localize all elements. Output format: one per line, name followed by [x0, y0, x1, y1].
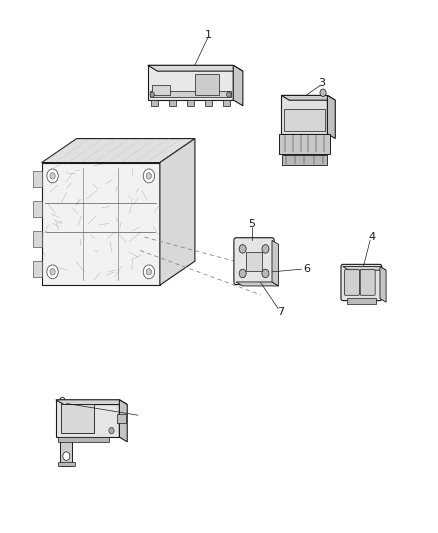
Circle shape: [50, 173, 55, 179]
Bar: [169, 100, 176, 107]
Polygon shape: [380, 266, 386, 302]
Circle shape: [239, 269, 246, 278]
Bar: [187, 100, 194, 107]
Text: 6: 6: [303, 264, 310, 274]
Bar: [151, 100, 158, 107]
Circle shape: [143, 265, 155, 279]
Circle shape: [50, 269, 55, 275]
Bar: [58, 437, 109, 442]
Circle shape: [109, 427, 114, 434]
Bar: [56, 400, 119, 437]
Bar: [33, 231, 42, 247]
Bar: [279, 134, 329, 154]
Text: 7: 7: [277, 307, 284, 317]
Bar: [281, 95, 327, 134]
Text: 9: 9: [58, 398, 65, 407]
Polygon shape: [233, 66, 243, 106]
Circle shape: [262, 269, 269, 278]
Bar: [61, 404, 94, 433]
Circle shape: [146, 269, 152, 275]
Bar: [347, 298, 375, 304]
Polygon shape: [42, 163, 160, 285]
Bar: [282, 155, 326, 165]
Bar: [33, 261, 42, 277]
Circle shape: [320, 89, 326, 96]
Polygon shape: [160, 139, 195, 285]
Bar: [246, 252, 262, 271]
Circle shape: [150, 92, 154, 98]
Circle shape: [227, 92, 231, 98]
Bar: [33, 201, 42, 217]
FancyBboxPatch shape: [360, 270, 375, 295]
Bar: [223, 100, 230, 107]
Circle shape: [47, 265, 58, 279]
Polygon shape: [272, 240, 279, 286]
Circle shape: [239, 245, 246, 253]
FancyBboxPatch shape: [234, 238, 274, 285]
Bar: [60, 437, 73, 466]
Bar: [58, 462, 75, 466]
Polygon shape: [148, 66, 243, 71]
FancyBboxPatch shape: [344, 270, 359, 295]
Circle shape: [143, 169, 155, 183]
Circle shape: [63, 452, 70, 461]
Polygon shape: [343, 266, 386, 270]
Polygon shape: [42, 139, 195, 163]
Polygon shape: [119, 400, 127, 442]
Text: 1: 1: [205, 30, 212, 39]
Text: 4: 4: [369, 232, 376, 242]
Circle shape: [146, 173, 152, 179]
Polygon shape: [281, 95, 336, 100]
Bar: [284, 109, 325, 131]
Text: 5: 5: [248, 219, 255, 229]
FancyBboxPatch shape: [341, 264, 381, 301]
Circle shape: [262, 245, 269, 253]
Text: 3: 3: [318, 78, 325, 87]
Bar: [195, 74, 219, 95]
Polygon shape: [148, 66, 233, 100]
Bar: [117, 414, 126, 423]
Polygon shape: [236, 282, 279, 286]
Bar: [205, 100, 212, 107]
Bar: [152, 85, 170, 95]
Circle shape: [47, 169, 58, 183]
Polygon shape: [327, 95, 336, 139]
Polygon shape: [56, 400, 127, 405]
Bar: [33, 171, 42, 187]
Bar: [150, 91, 231, 97]
